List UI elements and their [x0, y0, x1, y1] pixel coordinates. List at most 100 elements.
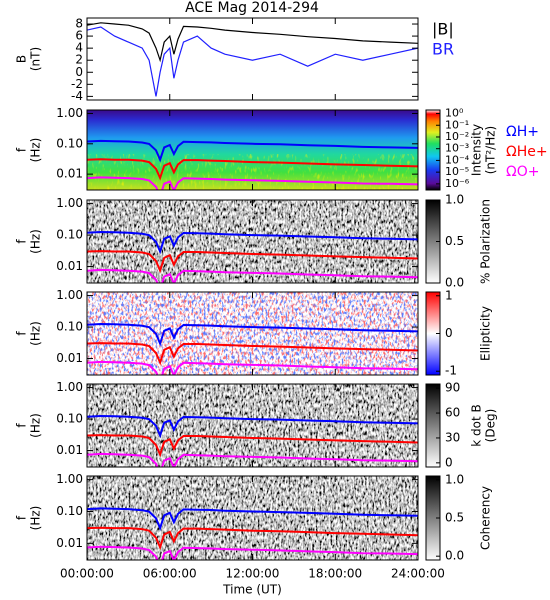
y-tick-label: 1.00 [56, 196, 83, 210]
y-tick-label: 1.00 [56, 380, 83, 394]
legend-label: ΩO+ [506, 164, 539, 180]
y-axis-label: B [15, 55, 29, 63]
y-tick-label: 0.10 [56, 228, 83, 242]
y-axis-label: f [15, 147, 29, 152]
colorbar-label: Coherency [479, 486, 493, 550]
line [87, 22, 418, 63]
colorbar-tick-label: 0.5 [445, 511, 464, 525]
x-tick-label: 06:00:00 [143, 567, 197, 581]
y-axis-label: (Hz) [29, 413, 43, 438]
y-tick-label: 0.10 [56, 136, 83, 150]
legend-label: BR [432, 40, 454, 59]
y-tick-label: -2 [71, 77, 83, 91]
colorbar-label: % Polarization [479, 199, 493, 284]
y-tick-label: 1.00 [56, 106, 83, 120]
colorbar-tick-label: 0.0 [445, 549, 464, 563]
y-tick-label: 4 [75, 41, 83, 55]
x-axis-label: Time (UT) [222, 583, 282, 597]
spectrogram-image [87, 200, 418, 283]
gyro-line [87, 268, 418, 283]
plot-area [87, 200, 418, 283]
spectrogram-image [87, 476, 418, 560]
y-axis-label: f [15, 515, 29, 520]
y-tick-label: 1.00 [56, 288, 83, 302]
gyro-line [87, 250, 418, 274]
x-tick-label: 12:00:00 [226, 567, 280, 581]
colorbar-tick-label: 0 [445, 455, 453, 469]
legend-label: |B| [432, 20, 454, 39]
colorbar-tick-label: 0 [445, 326, 453, 340]
y-axis-label: (Hz) [29, 506, 43, 531]
colorbar [425, 383, 441, 468]
colorbar-tick-label: 30 [445, 430, 460, 444]
gyro-line [87, 322, 418, 347]
y-axis-label: (Hz) [29, 138, 43, 163]
colorbar-label: k dot B [470, 404, 484, 446]
gyro-line [87, 545, 418, 560]
gyro-line [87, 452, 418, 467]
y-tick-label: 0.10 [56, 504, 83, 518]
legend-label: ΩH+ [506, 124, 539, 140]
colorbar-tick-label: 10⁰ [445, 107, 464, 120]
y-tick-label: 0.10 [56, 412, 83, 426]
x-tick-label: 24:00:00 [391, 567, 445, 581]
y-axis-label: f [15, 239, 29, 244]
y-tick-label: 8 [75, 17, 83, 31]
plot-area [87, 110, 418, 190]
colorbar-tick-label: 10⁻² [445, 130, 469, 143]
colorbar-tick-label: 10⁻⁴ [445, 153, 470, 166]
colorbar-tick-label: 0.0 [445, 276, 464, 290]
colorbar-tick-label: 10⁻⁵ [445, 165, 469, 178]
y-axis-label: (Hz) [29, 229, 43, 254]
colorbar-tick-label: -1 [445, 364, 457, 378]
y-tick-label: 0.01 [56, 443, 83, 457]
gyro-line [87, 139, 418, 163]
colorbar-label: (nT²/Hz) [484, 126, 498, 174]
legend-label: ΩHe+ [506, 144, 548, 160]
colorbar-tick-label: 1 [445, 288, 453, 302]
y-axis-label: (Hz) [29, 321, 43, 346]
plot-area [87, 384, 418, 467]
gyro-line [87, 434, 418, 458]
colorbar-label: Intensity [470, 124, 484, 176]
colorbar-tick-label: 10⁻³ [445, 142, 469, 155]
colorbar-label: Ellipticity [479, 306, 493, 361]
y-tick-label: 0 [75, 65, 83, 79]
colorbar-label: (Deg) [484, 409, 498, 443]
y-tick-label: 0.01 [56, 259, 83, 273]
colorbar-tick-label: 10⁻¹ [445, 118, 469, 131]
gyro-line [87, 158, 418, 181]
chart-title: ACE Mag 2014-294 [185, 0, 319, 16]
gyro-line [87, 360, 418, 375]
y-tick-label: 6 [75, 29, 83, 43]
gyro-line [87, 230, 418, 255]
y-tick-label: 0.01 [56, 351, 83, 365]
x-tick-label: 00:00:00 [60, 567, 114, 581]
y-tick-label: 0.01 [56, 167, 83, 181]
y-axis-label: (nT) [29, 47, 43, 71]
plot-area [87, 476, 418, 560]
x-tick-label: 18:00:00 [308, 567, 362, 581]
y-tick-label: 1.00 [56, 472, 83, 486]
colorbar-tick-label: 1.0 [445, 472, 464, 486]
gyro-line [87, 342, 418, 366]
colorbar [425, 109, 441, 191]
colorbar-tick-label: 60 [445, 406, 460, 420]
colorbar-tick-label: 0.5 [445, 234, 464, 248]
colorbar-tick-label: 10⁻⁶ [445, 177, 470, 190]
y-tick-label: 0.01 [56, 536, 83, 550]
y-tick-label: 0.10 [56, 320, 83, 334]
y-axis-label: f [15, 331, 29, 336]
gyro-line [87, 526, 418, 551]
colorbar-tick-label: 90 [445, 381, 460, 395]
y-tick-label: 2 [75, 53, 83, 67]
y-tick-label: -4 [71, 89, 83, 103]
gyro-line [87, 414, 418, 439]
gyro-line [87, 176, 418, 190]
spectrogram-image [87, 384, 418, 467]
plot-area [87, 22, 418, 97]
gyro-line [87, 507, 418, 531]
y-axis-label: f [15, 423, 29, 428]
line [87, 26, 418, 97]
